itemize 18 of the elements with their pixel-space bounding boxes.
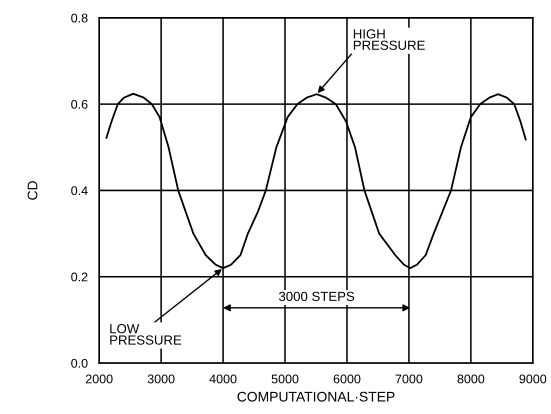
y-tick-label: 0.6 (71, 100, 88, 109)
x-tick-label: 5000 (272, 374, 298, 384)
x-tick-label: 8000 (458, 374, 484, 384)
annotation: HIGH PRESSURE (354, 29, 425, 50)
x-tick-label: 2000 (86, 374, 113, 384)
y-tick-label: 0.0 (71, 358, 88, 368)
y-axis-title: CD (28, 181, 38, 200)
y-tick-label: 0.2 (71, 272, 88, 282)
y-tick-label: 0.4 (71, 186, 88, 196)
x-tick-label: 9000 (520, 374, 546, 384)
x-axis-title: COMPUTATIONAL·STEP (237, 392, 394, 402)
x-tick-label: 3000 (148, 374, 175, 384)
annotation: LOW PRESSURE (110, 324, 182, 345)
y-tick-label: 0.8 (71, 14, 88, 22)
x-tick-label: 7000 (396, 374, 422, 384)
x-tick-label: 4000 (209, 374, 236, 384)
annotation: 3000 STEPS (278, 292, 354, 302)
x-tick-label: 6000 (334, 374, 360, 384)
